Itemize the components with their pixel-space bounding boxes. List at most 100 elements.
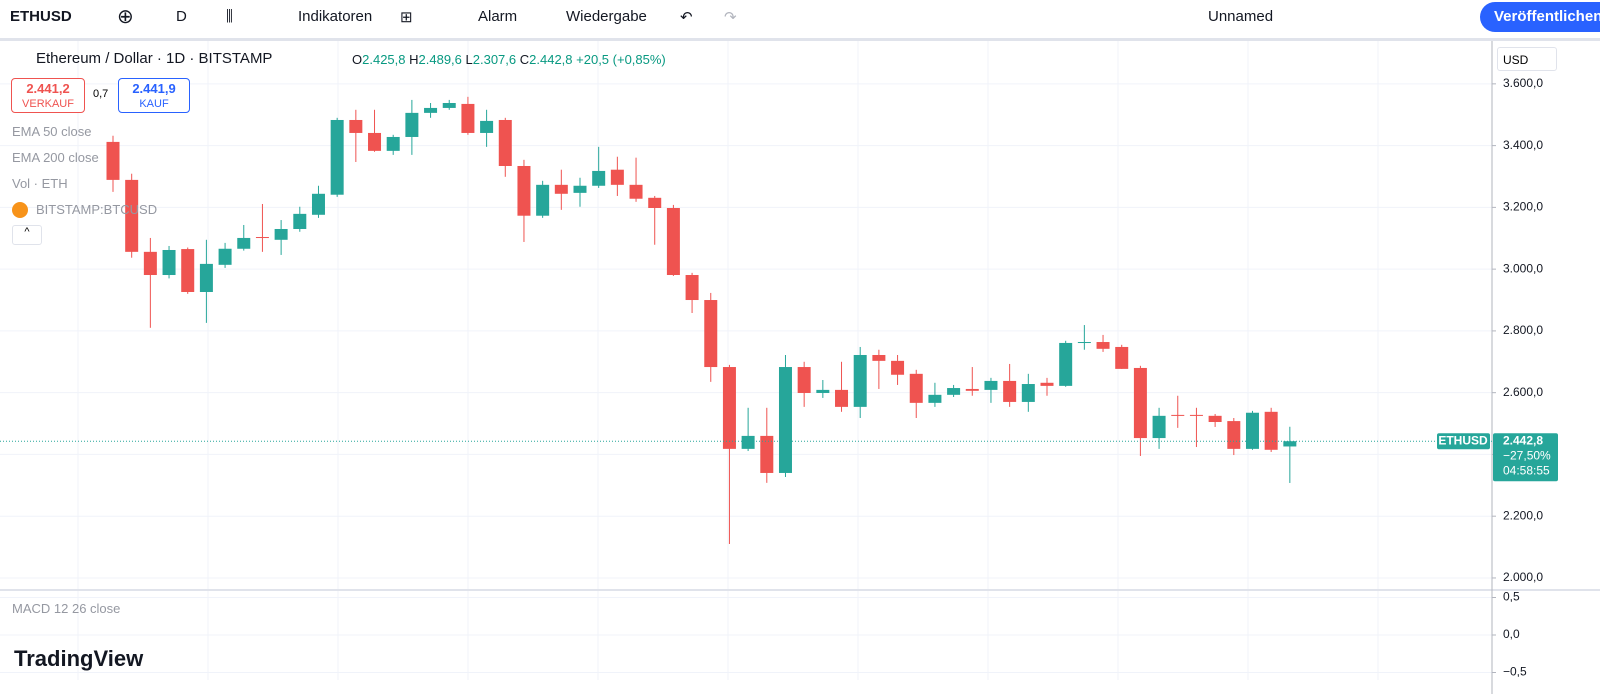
o-key: O (352, 52, 363, 67)
publish-button[interactable]: Veröffentlichen (1480, 2, 1600, 32)
buy-button[interactable]: 2.441,9 KAUF (118, 78, 190, 113)
candle-body (1133, 367, 1147, 439)
candle-body (536, 184, 550, 216)
candle-body (666, 207, 680, 276)
interval[interactable]: D (176, 8, 187, 25)
candle-body (162, 249, 176, 276)
candle-body (947, 388, 961, 395)
y-tick-label: −0,5 (1503, 665, 1527, 679)
collapse[interactable]: ^ (12, 225, 42, 245)
price-tag-change: −27,50% (1503, 448, 1551, 462)
h-key: H (409, 52, 419, 67)
sell-button[interactable]: 2.441,2 VERKAUF (11, 78, 85, 113)
candle-body (498, 119, 512, 166)
spread: 0,7 (93, 88, 109, 100)
brand: TradingView (14, 646, 144, 671)
c-key: C (519, 52, 530, 67)
candle-body (424, 107, 438, 113)
symbol-search[interactable]: ETHUSD (10, 8, 72, 25)
candle-body (685, 275, 699, 301)
candle-body (648, 197, 662, 208)
candle-body (368, 132, 382, 151)
candle-body (1264, 411, 1278, 450)
candle-body (1077, 342, 1091, 344)
chart-type[interactable]: ⫼ (226, 8, 233, 25)
y-tick-label: 3.400,0 (1503, 138, 1543, 152)
candle-body (778, 367, 792, 473)
l-key: L (465, 52, 473, 67)
btc-icon (12, 202, 28, 218)
buy-price: 2.441,9 (132, 81, 176, 96)
add-symbol[interactable]: ⊕ (117, 6, 134, 28)
candle-body (199, 263, 213, 292)
symbol-tag (1437, 433, 1490, 450)
o: 2.425,8 (362, 52, 406, 67)
price-tag (1493, 433, 1558, 482)
candle-body (891, 360, 905, 375)
candle-body (816, 389, 830, 393)
candle-body (386, 136, 400, 151)
candle-body (573, 185, 587, 193)
candle-body (554, 184, 568, 194)
currency[interactable]: USD (1497, 47, 1557, 71)
macd-label: MACD 12 26 close (12, 601, 121, 616)
replay[interactable]: Wiedergabe (566, 8, 647, 25)
candle-body (965, 388, 979, 391)
candle-body (218, 248, 232, 265)
candle-body (797, 367, 811, 393)
candle-body (143, 251, 157, 276)
candle-body (237, 237, 251, 249)
h: 2.489,6 (418, 52, 462, 67)
change: +20,5 (+0,85%) (576, 52, 666, 67)
y-tick-label: 0,0 (1503, 627, 1520, 641)
price-tag-countdown: 04:58:55 (1503, 463, 1550, 477)
candle-body (1283, 441, 1297, 447)
sell-label: VERKAUF (22, 98, 74, 110)
sell-price: 2.441,2 (26, 81, 70, 96)
candle-body (106, 141, 120, 180)
candle-body (592, 170, 606, 186)
redo: ↷ (724, 9, 737, 26)
templates[interactable]: ⊞ (400, 9, 413, 26)
candle-body (872, 354, 886, 361)
y-tick-label: 2.800,0 (1503, 323, 1543, 337)
candle-body (311, 193, 325, 215)
undo[interactable]: ↶ (680, 9, 693, 26)
ohlc: O2.425,8 H2.489,6 L2.307,6 C2.442,8 +20,… (352, 52, 666, 67)
candle-body (405, 112, 419, 137)
candle-body (125, 179, 139, 252)
candle-body (480, 120, 494, 133)
y-tick-label: 3.200,0 (1503, 200, 1543, 214)
candle-body (442, 102, 456, 108)
candle-body (1059, 342, 1073, 386)
candle-body (760, 435, 774, 473)
candle-body (722, 367, 736, 449)
candle-body (629, 184, 643, 199)
candle-body (853, 354, 867, 407)
candle-body (610, 169, 624, 185)
candle-body (909, 373, 923, 403)
candle-body (704, 300, 718, 368)
candle-body (1208, 415, 1222, 423)
y-tick-label: 2.200,0 (1503, 508, 1543, 522)
c: 2.442,8 (529, 52, 573, 67)
indicators[interactable]: Indikatoren (298, 8, 373, 25)
l: 2.307,6 (472, 52, 517, 67)
candle-body (1115, 346, 1129, 369)
buy-label: KAUF (139, 98, 169, 110)
candle-body (461, 103, 475, 133)
y-tick-label: 3.600,0 (1503, 76, 1543, 90)
candle-body (330, 119, 344, 195)
layout-name[interactable]: Unnamed (1208, 8, 1274, 25)
price-tag-label: 2.442,8 (1503, 433, 1543, 447)
y-tick-label: 3.000,0 (1503, 261, 1543, 275)
alert[interactable]: Alarm (478, 8, 518, 25)
y-tick-label: 2.600,0 (1503, 385, 1543, 399)
candle-body (517, 165, 531, 216)
study: BITSTAMP:BTCUSD (36, 202, 158, 217)
candle-body (349, 119, 363, 133)
candle-body (181, 249, 195, 292)
candle-body (1021, 384, 1035, 402)
